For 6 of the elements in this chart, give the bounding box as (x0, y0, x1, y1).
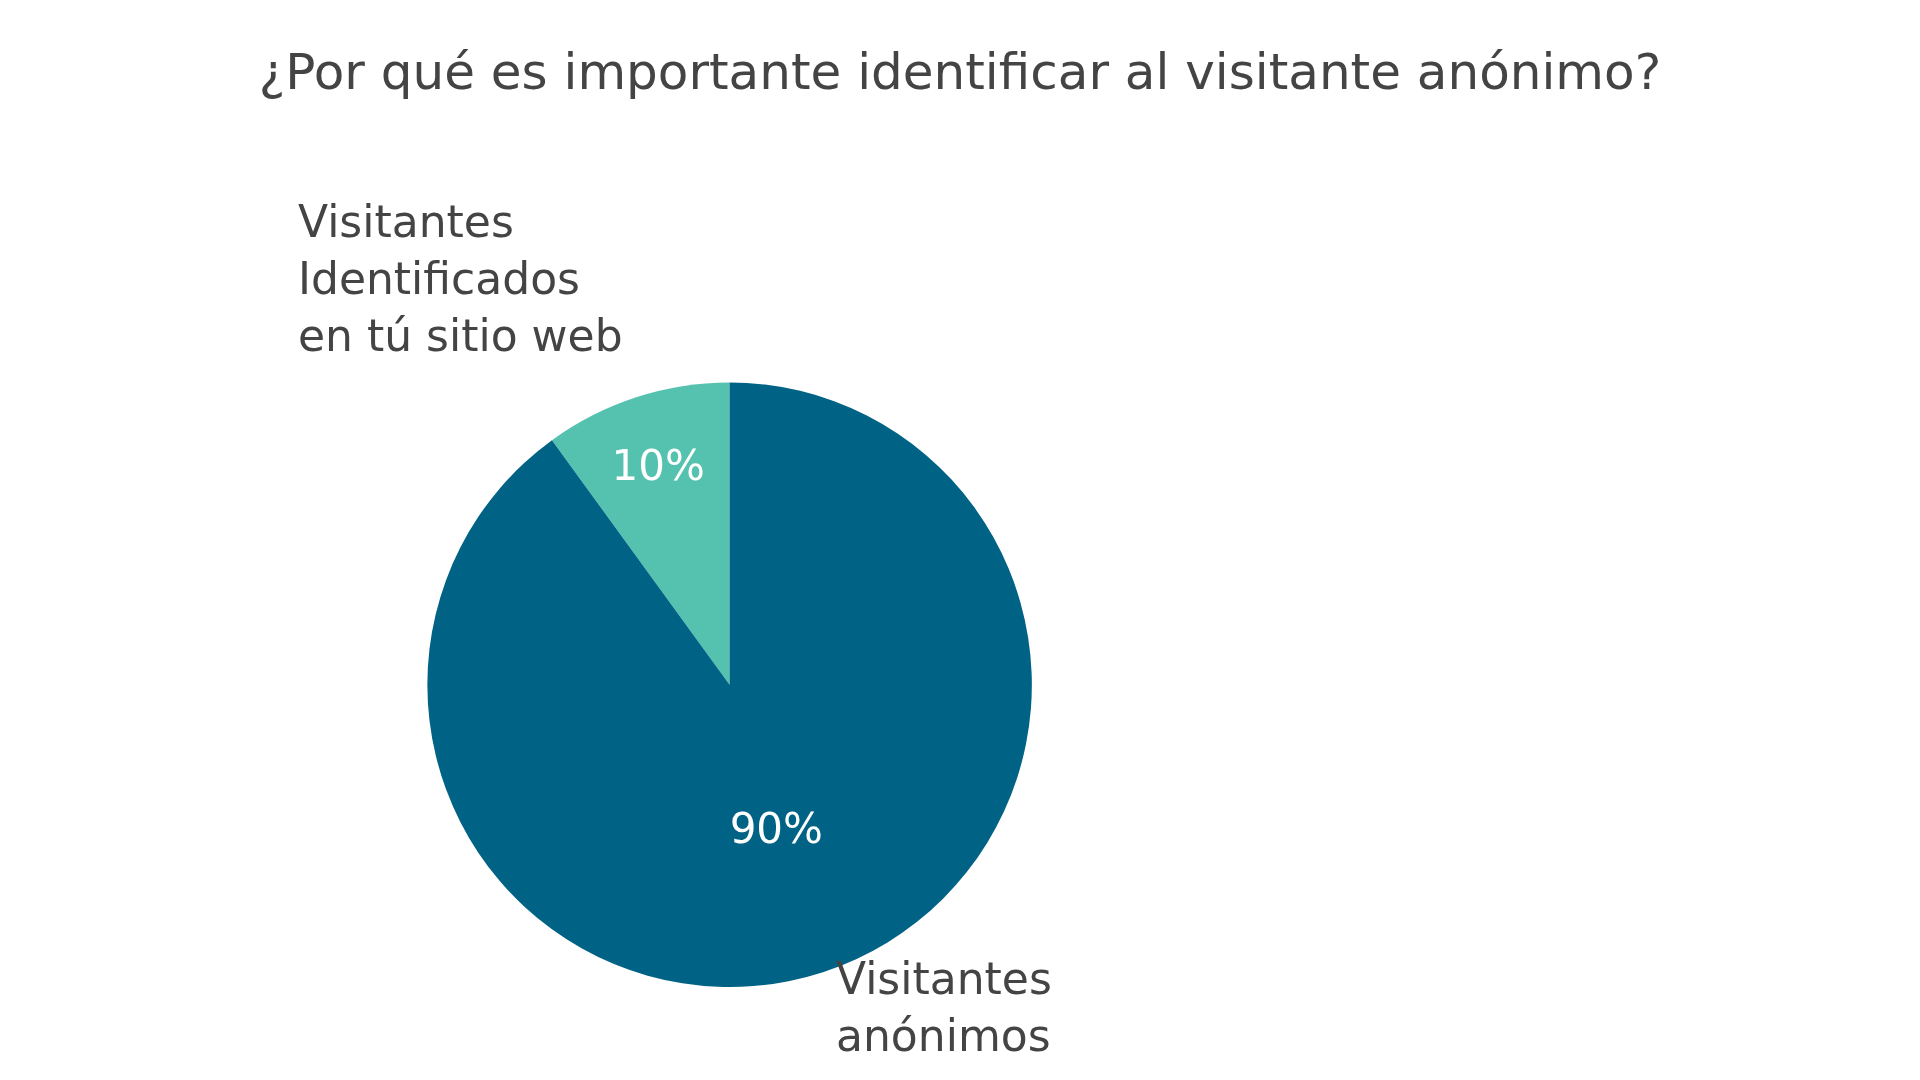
pie-slice (551, 382, 730, 685)
data-label: 90% (729, 803, 823, 853)
chart-title: ¿Por qué es importante identificar al visitante anónimo? (258, 43, 1662, 101)
data-label: 10% (611, 440, 705, 490)
slice-label: Visitantes Identificados en tú sitio web (298, 196, 623, 362)
slice-label: Visitantes anónimos (836, 953, 1052, 1062)
